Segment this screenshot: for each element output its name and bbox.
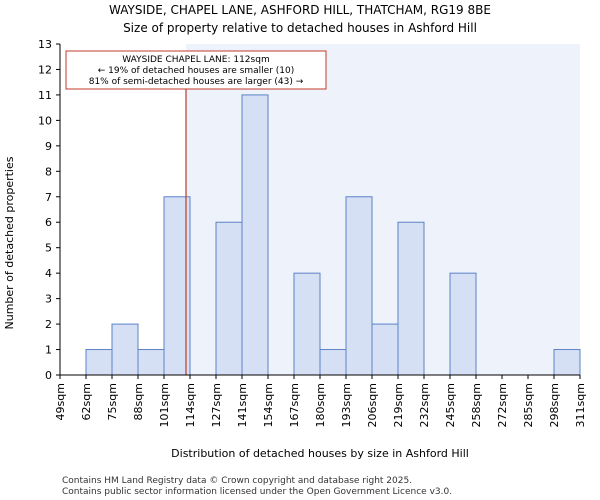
bar-127sqm: [215, 221, 243, 376]
bar-180sqm: [319, 349, 347, 376]
x-ticks-group: 49sqm 62sqm 75sqm 88sqm 101sqm 114sqm 127sqm 14…: [54, 375, 587, 427]
y-tick-label: 8: [45, 165, 52, 178]
bar-62sqm: [85, 349, 113, 376]
y-tick-label: 1: [45, 344, 52, 357]
y-tick-label: 7: [45, 191, 52, 204]
x-tick-label: 75sqm: [106, 383, 119, 420]
bar-167sqm: [293, 272, 321, 376]
footer-line1: Contains HM Land Registry data © Crown c…: [62, 476, 412, 486]
x-tick-label: 154sqm: [262, 383, 275, 427]
x-tick-label: 206sqm: [366, 383, 379, 427]
x-tick-label: 101sqm: [158, 383, 171, 427]
x-tick-label: 167sqm: [288, 383, 301, 427]
x-tick-label: 193sqm: [340, 383, 353, 427]
footer-line2: Contains public sector information licen…: [62, 487, 452, 497]
y-tick-label: 6: [45, 216, 52, 229]
y-tick-label: 4: [45, 267, 52, 280]
x-tick-label: 245sqm: [444, 383, 457, 427]
x-tick-label: 258sqm: [470, 383, 483, 427]
x-tick-label: 180sqm: [314, 383, 327, 427]
x-tick-label: 219sqm: [392, 383, 405, 427]
x-tick-label: 298sqm: [548, 383, 561, 427]
bar-219sqm: [397, 221, 425, 376]
x-axis-label: Distribution of detached houses by size …: [171, 447, 469, 460]
y-tick-label: 12: [38, 63, 52, 76]
y-tick-label: 2: [45, 318, 52, 331]
x-tick-label: 272sqm: [496, 383, 509, 427]
y-tick-label: 9: [45, 140, 52, 153]
bar-141sqm: [241, 94, 269, 376]
bar-193sqm: [345, 196, 373, 376]
y-axis-label: Number of detached properties: [3, 156, 16, 329]
annotation-line2: ← 19% of detached houses are smaller (10…: [98, 66, 295, 76]
x-tick-label: 88sqm: [132, 383, 145, 420]
bars-group: [85, 94, 581, 376]
x-tick-label: 62sqm: [80, 383, 93, 420]
bar-298sqm: [553, 349, 581, 376]
chart-subtitle: Size of property relative to detached ho…: [123, 21, 477, 35]
y-tick-label: 11: [38, 89, 52, 102]
x-tick-label: 141sqm: [236, 383, 249, 427]
x-tick-label: 311sqm: [574, 383, 587, 427]
bar-206sqm: [371, 323, 399, 376]
annotation-line3: 81% of semi-detached houses are larger (…: [89, 77, 304, 87]
x-tick-label: 127sqm: [210, 383, 223, 427]
x-tick-label: 114sqm: [184, 383, 197, 427]
bar-75sqm: [111, 323, 139, 376]
annotation-line1: WAYSIDE CHAPEL LANE: 112sqm: [122, 55, 269, 65]
x-tick-label: 285sqm: [522, 383, 535, 427]
y-tick-label: 0: [45, 369, 52, 382]
x-tick-label: 49sqm: [54, 383, 67, 420]
x-tick-label: 232sqm: [418, 383, 431, 427]
y-tick-label: 3: [45, 293, 52, 306]
y-tick-label: 5: [45, 242, 52, 255]
annotation-box: [65, 50, 327, 90]
y-tick-label: 10: [38, 114, 52, 127]
bar-245sqm: [449, 272, 477, 376]
chart-title: WAYSIDE, CHAPEL LANE, ASHFORD HILL, THAT…: [109, 3, 491, 17]
y-tick-label: 13: [38, 38, 52, 51]
bar-88sqm: [137, 349, 165, 376]
